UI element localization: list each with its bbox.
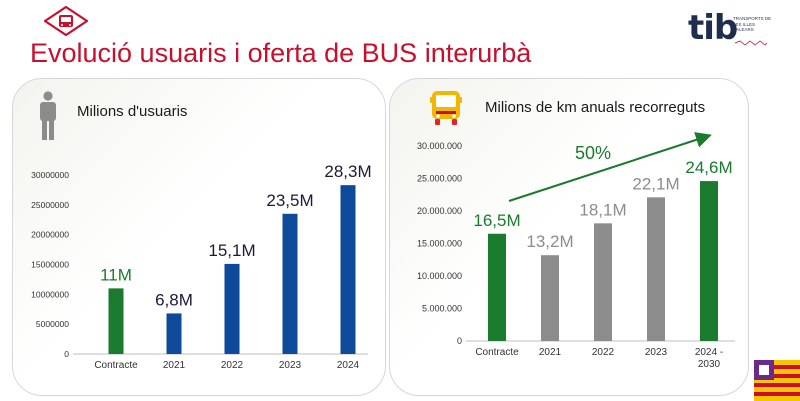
data-label: 16,5M [473, 211, 520, 230]
users-chart: 0 5000000 10000000 15000000 20000000 25000000… [31, 162, 371, 371]
y-tick-label: 20000000 [31, 230, 69, 240]
brand-name: tib [688, 8, 738, 48]
y-tick-label: 5000000 [36, 319, 69, 329]
y-tick-label: 10000000 [31, 289, 69, 299]
y-tick-label: 15.000.000 [417, 239, 462, 249]
bar [108, 288, 124, 354]
bus-icon [430, 91, 462, 125]
y-tick-label: 0 [64, 349, 69, 359]
brand-subtitle: TRANSPORTS DE LES ILLES BALEARS [733, 16, 772, 32]
x-tick-label: 2022 [221, 360, 244, 371]
data-label: 18,1M [579, 200, 626, 219]
balearic-flag-icon [754, 360, 800, 401]
y-tick-label: 20.000.000 [417, 206, 462, 216]
x-tick-label: 2021 [539, 347, 562, 358]
bar [594, 223, 612, 341]
brand-logo: tib TRANSPORTS DE LES ILLES BALEARS [688, 8, 772, 52]
data-label: 24,6M [685, 158, 732, 177]
y-tick-label: 30000000 [31, 170, 69, 180]
users-chart-panel: Milions d'usuaris 0 5000000 10000000 150000… [12, 78, 386, 396]
data-label: 22,1M [632, 174, 679, 193]
y-tick-label: 5.000.000 [422, 304, 462, 314]
bus-sign-icon [44, 6, 88, 36]
y-tick-label: 30.000.000 [417, 141, 462, 151]
x-tick-label: 2024 [337, 360, 360, 371]
data-label: 11M [100, 265, 132, 284]
km-chart-panel: Milions de km anuals recorreguts 0 5.000.… [389, 78, 749, 396]
data-label: 23,5M [266, 191, 313, 210]
x-tick-label: 2022 [592, 347, 615, 358]
y-tick-label: 15000000 [31, 260, 69, 270]
y-tick-label: 25000000 [31, 200, 69, 210]
x-tick-label: 2021 [163, 360, 186, 371]
data-label: 6,8M [155, 290, 193, 309]
x-tick-label: 2023 [645, 347, 668, 358]
km-chart-title: Milions de km anuals recorreguts [485, 99, 706, 116]
bar [224, 263, 240, 354]
person-icon [40, 91, 56, 140]
x-tick-label: 2024 -2030 [695, 347, 723, 370]
x-tick-label: 2023 [279, 360, 302, 371]
bar [647, 197, 665, 341]
bar [541, 255, 559, 341]
growth-arrow [508, 132, 712, 202]
bar [488, 233, 506, 341]
data-label: 13,2M [526, 232, 573, 251]
bar [340, 185, 356, 354]
bar [166, 313, 182, 354]
x-tick-label: Contracte [475, 347, 519, 358]
growth-annotation: 50% [575, 143, 611, 163]
users-chart-title: Milions d'usuaris [77, 103, 188, 120]
bar [282, 213, 298, 354]
data-label: 28,3M [324, 162, 371, 181]
brand-chain-icon [734, 40, 768, 46]
data-label: 15,1M [208, 241, 255, 260]
y-tick-label: 10.000.000 [417, 271, 462, 281]
page-title: Evolució usuaris i oferta de BUS interur… [30, 38, 532, 68]
y-tick-label: 0 [457, 336, 462, 346]
km-chart: 0 5.000.000 10.000.000 15.000.000 20.000.000… [417, 132, 735, 370]
y-tick-label: 25.000.000 [417, 174, 462, 184]
x-tick-label: Contracte [94, 360, 138, 371]
bar [700, 181, 718, 341]
